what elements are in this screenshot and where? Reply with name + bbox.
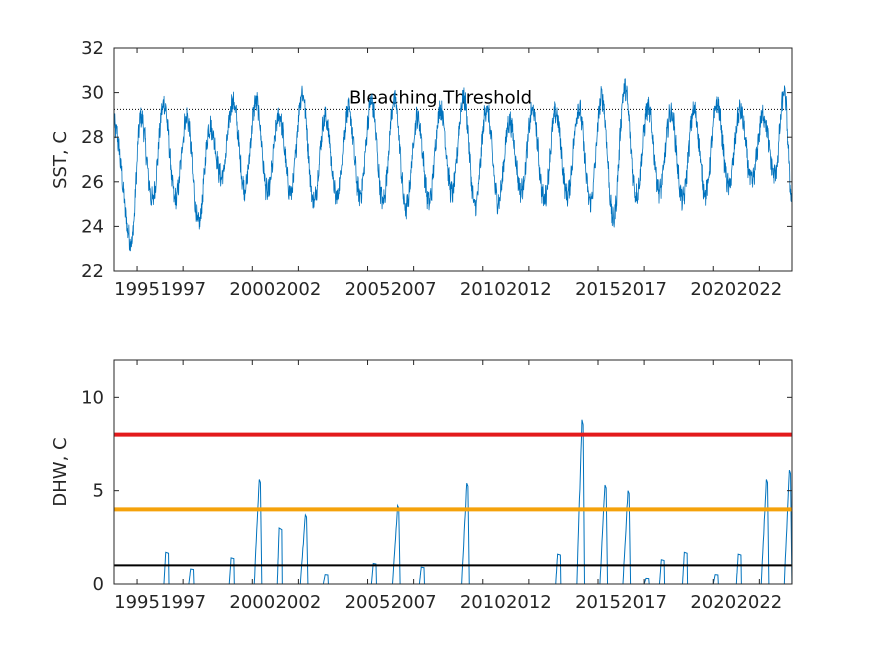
dhw-xtick-label: 2002 (275, 592, 321, 613)
sst-xtick-label: 2005 (345, 279, 391, 300)
sst-xtick-label: 2015 (575, 279, 621, 300)
dhw-panel: 0 5 10 1995 1997 2000 2002 2005 2007 2010 2012 2015… (50, 359, 793, 613)
sst-xtick-label: 2017 (621, 279, 667, 300)
dhw-content (114, 419, 793, 585)
sst-xtick-label: 2022 (736, 279, 782, 300)
dhw-xtick-label: 2022 (736, 592, 782, 613)
dhw-xtick-label: 2007 (391, 592, 437, 613)
dhw-ytick-label: 10 (81, 387, 104, 408)
dhw-xtick-label: 2012 (506, 592, 552, 613)
sst-xtick-label: 2002 (275, 279, 321, 300)
sst-axes-box (113, 47, 793, 272)
dhw-ylabel: DHW, C (50, 437, 71, 506)
dhw-ticks: 0 5 10 1995 1997 2000 2002 2005 2007 2010 2012 2015… (81, 360, 792, 613)
dhw-xtick-label: 2010 (460, 592, 506, 613)
dhw-plot-area (114, 360, 792, 584)
sst-content: Bleaching Threshold (113, 78, 793, 252)
dhw-xtick-label: 1997 (160, 592, 206, 613)
sst-xtick-label: 1995 (114, 279, 160, 300)
sst-xtick-label: 1997 (160, 279, 206, 300)
dhw-xtick-label: 2017 (621, 592, 667, 613)
sst-ylabel: SST, C (50, 131, 71, 189)
dhw-xtick-label: 2020 (690, 592, 736, 613)
dhw-xtick-label: 2005 (345, 592, 391, 613)
sst-series-line (113, 78, 793, 252)
sst-xtick-label: 2007 (391, 279, 437, 300)
sst-xtick-label: 2010 (460, 279, 506, 300)
sst-ytick-label: 26 (81, 172, 104, 193)
sst-ytick-label: 28 (81, 127, 104, 148)
sst-xtick-label: 2000 (229, 279, 275, 300)
sst-xtick-label: 2020 (690, 279, 736, 300)
sst-panel: Bleaching Threshold 22 24 26 28 30 32 1995 1997… (50, 38, 793, 300)
sst-ytick-label: 32 (81, 38, 104, 59)
dhw-xtick-label: 2000 (229, 592, 275, 613)
dhw-axes-box (113, 359, 793, 585)
sst-plot-area (114, 48, 792, 271)
dhw-ytick-label: 0 (93, 574, 104, 595)
sst-ticks: 22 24 26 28 30 32 1995 1997 2000 2002 2005 2007 2010… (81, 38, 792, 300)
dhw-ytick-label: 5 (93, 481, 104, 502)
dhw-xtick-label: 2015 (575, 592, 621, 613)
sst-ytick-label: 22 (81, 261, 104, 282)
sst-ytick-label: 24 (81, 216, 104, 237)
sst-xtick-label: 2012 (506, 279, 552, 300)
dhw-xtick-label: 1995 (114, 592, 160, 613)
sst-ytick-label: 30 (81, 83, 104, 104)
